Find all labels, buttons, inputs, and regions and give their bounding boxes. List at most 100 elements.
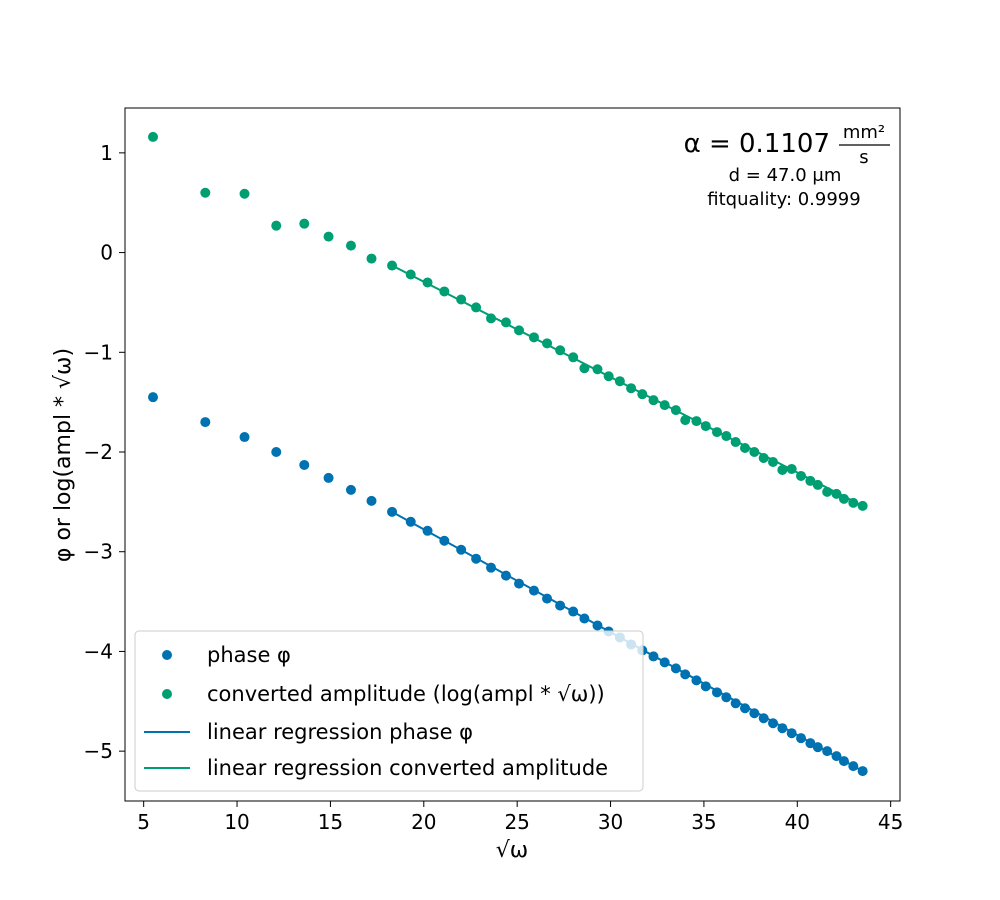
phase-point-38: [758, 713, 769, 724]
x-tick-label-30: 30: [598, 810, 623, 834]
amplitude-point-19: [555, 345, 566, 356]
amplitude-point-23: [603, 371, 614, 382]
amplitude-point-46: [831, 488, 842, 499]
phase-point-39: [768, 718, 779, 729]
amplitude-point-38: [758, 452, 769, 463]
amplitude-point-40: [777, 464, 788, 475]
phase-point-44: [812, 742, 823, 753]
amplitude-point-49: [857, 500, 868, 511]
x-axis-ticks: 5 10 15 20 25 30 35 40 45: [137, 801, 903, 834]
amplitude-point-4: [299, 218, 310, 229]
y-tick-label-6: −5: [84, 739, 113, 763]
phase-point-29: [670, 663, 681, 674]
amplitude-point-45: [822, 486, 833, 497]
fit-quality: fitquality: 0.9999: [707, 189, 860, 210]
amplitude-point-25: [626, 383, 637, 394]
amplitude-point-11: [439, 286, 450, 297]
phase-point-36: [740, 703, 750, 714]
phase-point-12: [456, 544, 467, 555]
amplitude-point-35: [730, 437, 741, 448]
y-axis-ticks: 1 0 −1 −2 −3 −4 −5: [84, 141, 125, 763]
phase-point-47: [838, 756, 849, 767]
phase-point-20: [568, 606, 579, 617]
phase-point-16: [514, 578, 525, 589]
phase-point-22: [592, 620, 603, 631]
amplitude-point-30: [680, 415, 691, 426]
phase-point-2: [239, 432, 250, 443]
phase-point-15: [500, 570, 511, 581]
amplitude-point-10: [422, 277, 433, 288]
phase-point-6: [345, 484, 356, 495]
data-points: [148, 131, 868, 777]
amplitude-point-1: [200, 187, 211, 198]
legend-marker-phase: [162, 650, 172, 660]
phase-point-43: [805, 738, 816, 749]
phase-point-28: [659, 657, 670, 668]
amplitude-point-18: [542, 338, 553, 349]
phase-point-18: [542, 593, 553, 604]
phase-point-5: [323, 472, 334, 483]
amplitude-point-26: [637, 389, 648, 400]
x-tick-label-5: 5: [137, 810, 150, 834]
phase-point-3: [271, 447, 282, 458]
phase-point-42: [796, 733, 807, 744]
phase-point-32: [700, 681, 711, 692]
phase-point-40: [777, 723, 788, 734]
phase-point-0: [148, 392, 159, 403]
amplitude-point-36: [740, 443, 750, 454]
x-tick-label-35: 35: [691, 810, 716, 834]
phase-point-19: [555, 600, 566, 611]
amplitude-point-22: [592, 364, 603, 375]
phase-point-4: [299, 459, 310, 470]
x-axis-label: √ω: [496, 838, 528, 863]
legend-label-amplitude: converted amplitude (log(ampl * √ω)): [207, 682, 605, 706]
amplitude-point-21: [579, 363, 590, 374]
phase-point-33: [711, 687, 722, 698]
phase-point-9: [405, 516, 416, 527]
y-tick-label-2: −1: [84, 340, 113, 364]
amplitude-point-41: [786, 463, 797, 474]
legend-label-phase-fit: linear regression phase φ: [207, 720, 473, 744]
y-tick-label-0: 1: [100, 141, 113, 165]
thickness-value: d = 47.0 μm: [729, 165, 842, 186]
amplitude-point-32: [700, 421, 711, 432]
phase-point-31: [691, 675, 702, 686]
phase-point-7: [366, 495, 377, 506]
x-tick-label-15: 15: [318, 810, 343, 834]
amplitude-point-47: [838, 493, 849, 504]
x-tick-label-40: 40: [785, 810, 810, 834]
phase-point-27: [648, 651, 659, 662]
phase-point-13: [471, 553, 482, 564]
phase-point-41: [786, 728, 797, 739]
phase-point-8: [387, 506, 398, 517]
amplitude-point-24: [614, 376, 625, 387]
amplitude-point-29: [670, 405, 681, 416]
phase-point-49: [857, 766, 868, 777]
legend-label-amplitude-fit: linear regression converted amplitude: [207, 756, 608, 780]
phase-point-10: [422, 525, 433, 536]
amplitude-point-6: [345, 240, 356, 251]
phase-point-11: [439, 535, 450, 546]
alpha-value: α = 0.1107: [684, 129, 830, 159]
phase-point-46: [831, 751, 842, 762]
phase-point-35: [730, 698, 741, 709]
legend: phase φ converted amplitude (log(ampl * …: [134, 630, 644, 792]
phase-point-30: [680, 669, 691, 680]
phase-point-1: [200, 417, 211, 428]
amplitude-point-44: [812, 479, 823, 490]
amplitude-point-28: [659, 400, 670, 411]
phase-point-37: [749, 708, 760, 719]
alpha-unit-denominator: s: [859, 147, 868, 168]
amplitude-point-39: [768, 456, 779, 467]
phase-point-34: [721, 692, 732, 703]
legend-box: [134, 630, 644, 792]
x-tick-label-20: 20: [411, 810, 436, 834]
fit-annotation: α = 0.1107 mm² s d = 47.0 μm fitquality:…: [684, 122, 890, 210]
amplitude-point-13: [471, 302, 482, 313]
amplitude-point-43: [805, 475, 816, 486]
amplitude-point-42: [796, 470, 807, 481]
amplitude-point-48: [848, 497, 859, 508]
amplitude-point-34: [721, 431, 732, 442]
legend-marker-amplitude: [162, 689, 172, 699]
